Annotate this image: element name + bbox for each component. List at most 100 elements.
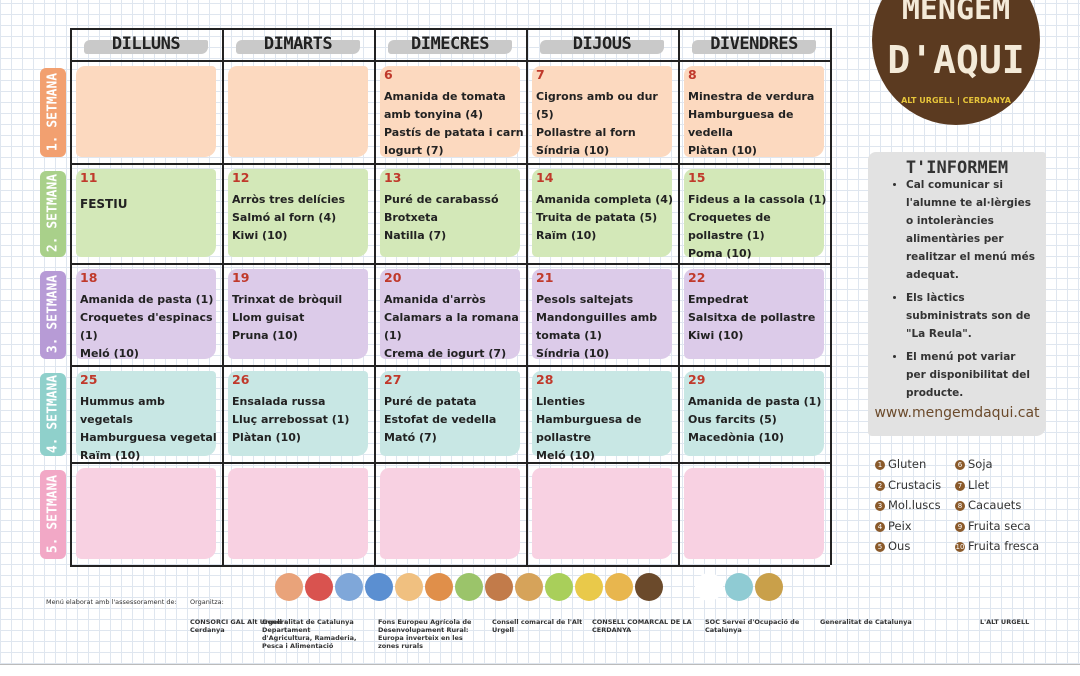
week-tab — [40, 271, 66, 359]
allergen-name: Cacauets — [968, 498, 1022, 512]
day-cell: 28 Llenties Hamburguesa de pollastre Meló (… — [526, 365, 678, 462]
day-number: 15 — [688, 170, 706, 185]
allergen-name: Soja — [968, 457, 993, 471]
icon-row — [275, 573, 835, 605]
info-title: T'INFORMEM — [905, 158, 1009, 178]
footer-organizer: Organitza: — [190, 598, 224, 606]
day-number: 6 — [384, 67, 393, 82]
allergen-number: 4 — [875, 521, 885, 532]
logo-subtitle: D'AQUI — [887, 38, 1025, 82]
dish: Llom guisat — [232, 311, 305, 324]
dish: Cigrons amb ou dur (5) — [536, 90, 658, 121]
cell-blob — [380, 371, 520, 456]
allergen-number: 7 — [955, 480, 965, 491]
logo-title: MENGEM — [901, 0, 1011, 27]
cell-text: 6 Amanida de tomata amb tonyina (4) Pastís… — [384, 66, 524, 160]
grid-line — [222, 28, 224, 565]
cell-blob — [228, 66, 368, 157]
day-cell: 7 Cigrons amb ou dur (5) Pollastre al forn… — [526, 60, 678, 163]
dish: Fideus a la cassola (1) — [688, 193, 827, 206]
week-label: 5. SETMANA — [45, 474, 61, 553]
food-icon — [485, 573, 513, 601]
cell-text: 26 Ensalada russa Lluç arrebossat (1) Plàta… — [232, 371, 372, 447]
day-cell: 14 Amanida completa (4) Truita de patata (… — [526, 163, 678, 263]
footer-logo: Generalitat de Catalunya Departament d'A… — [262, 618, 357, 650]
dish: FESTIU — [80, 197, 128, 211]
cell-blob — [228, 169, 368, 257]
week-tab — [40, 68, 66, 157]
dish: Pastís de patata i carn — [384, 126, 524, 139]
grid-line — [70, 263, 830, 265]
week-label: 1. SETMANA — [45, 72, 61, 151]
week-label: 2. SETMANA — [45, 173, 61, 253]
dish: Amanida de pasta (1) — [688, 395, 822, 408]
day-cell: 21 Pesols saltejats Mandonguilles amb toma… — [526, 263, 678, 365]
allergen: 3 Mol.luscs — [875, 498, 941, 512]
dish: Amanida completa (4) — [536, 193, 673, 206]
dish: Lluç arrebossat (1) — [232, 413, 350, 426]
day-number: 26 — [232, 372, 250, 387]
dish: Calamars a la romana (1) — [384, 311, 519, 342]
dish: Iogurt (7) — [384, 144, 444, 157]
dish: Salmó al forn (4) — [232, 211, 337, 224]
day-cell: 6 Amanida de tomata amb tonyina (4) Pastís… — [374, 60, 526, 163]
allergen-name: Crustacis — [888, 477, 942, 492]
dish: Hamburguesa vegetal — [80, 431, 217, 444]
allergen-name: Fruita seca — [968, 518, 1031, 533]
dish: Mató (7) — [384, 431, 437, 444]
day-number: 20 — [384, 270, 402, 285]
day-name: DILLUNS — [111, 34, 181, 54]
food-icon — [605, 573, 633, 601]
day-cell — [526, 462, 678, 565]
grid-line — [374, 28, 376, 565]
dish: Llenties — [536, 395, 586, 408]
dish: Pesols saltejats — [536, 293, 634, 306]
dish: Pollastre al forn — [536, 126, 636, 139]
cell-blob — [532, 66, 672, 157]
dish: Brotxeta — [384, 211, 438, 224]
grid-line — [70, 565, 830, 567]
day-number: 8 — [688, 67, 697, 82]
grid-line — [70, 28, 72, 565]
dish: Hamburguesa de pollastre — [536, 413, 642, 444]
cell-text: 20 Amanida d'arròs Calamars a la romana (1… — [384, 269, 524, 363]
day-cell: 18 Amanida de pasta (1) Croquetes d'espina… — [70, 263, 222, 365]
day-cell: 20 Amanida d'arròs Calamars a la romana (1… — [374, 263, 526, 365]
grid-line — [678, 28, 680, 565]
cell-blob — [532, 468, 672, 559]
grid-line — [70, 28, 830, 30]
allergen: 7 Llet — [955, 478, 989, 492]
allergen-name: Fruita fresca — [968, 539, 1040, 553]
week-label: 4. SETMANA — [45, 374, 61, 453]
cell-text: 8 Minestra de verdura Hamburguesa de vedel… — [688, 66, 828, 160]
cell-blob — [684, 169, 824, 257]
day-header: DIMECRES — [374, 30, 526, 58]
day-number: 12 — [232, 170, 250, 185]
cell-blob — [532, 269, 672, 359]
allergen: 10 Fruita fresca — [955, 539, 1039, 553]
cell-text: 12 Arròs tres delícies Salmó al forn (4) Ki… — [232, 169, 372, 245]
cell-blob — [380, 269, 520, 359]
food-icon — [305, 573, 333, 601]
grid-line — [70, 365, 830, 367]
day-number: 29 — [688, 372, 706, 387]
allergen-number: 8 — [955, 501, 965, 511]
cell-blob — [76, 169, 216, 257]
allergen: 6 Soja — [955, 457, 993, 471]
dish: Macedònia (10) — [688, 431, 784, 444]
allergen-number: 5 — [875, 542, 885, 552]
day-number: 19 — [232, 270, 250, 285]
food-icon — [515, 573, 543, 601]
day-number: 25 — [80, 372, 98, 387]
cell-blob — [228, 269, 368, 359]
week-tab — [40, 171, 66, 257]
dish: Plàtan (10) — [688, 144, 757, 157]
allergen-name: Mol.luscs — [888, 498, 941, 512]
info-bullet: El menú pot variar per disponibilitat de… — [906, 348, 1036, 402]
cell-blob — [76, 66, 216, 157]
cell-blob — [380, 169, 520, 257]
footer-logo: L'ALT URGELL — [980, 618, 1030, 626]
day-number: 21 — [536, 270, 554, 285]
